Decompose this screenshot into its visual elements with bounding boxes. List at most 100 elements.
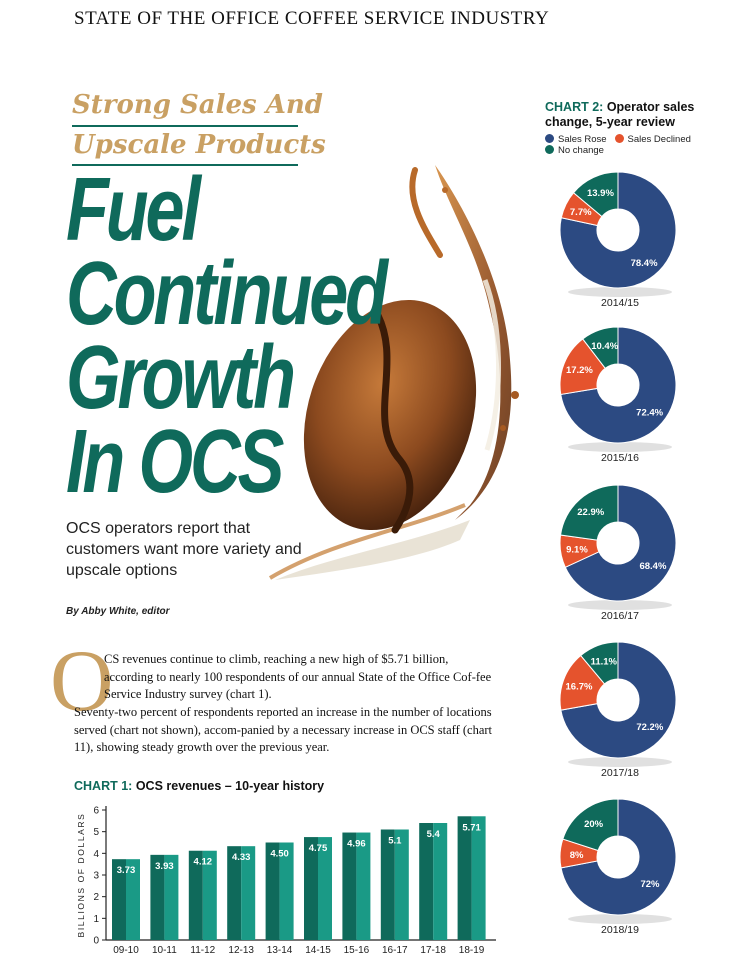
y-tick-label: 1	[93, 914, 99, 925]
y-tick-label: 4	[93, 849, 99, 860]
bar	[380, 829, 409, 940]
donut-shadow	[568, 757, 672, 767]
bar-right-half	[433, 823, 448, 940]
donut-year-label: 2018/19	[601, 924, 639, 936]
donut-slice-label: 8%	[570, 850, 584, 861]
kicker-line-2: Upscale Products	[72, 130, 326, 160]
legend-dot-navy	[545, 134, 554, 143]
donut-chart: 72.2% 16.7% 11.1% 2017/18	[559, 641, 677, 779]
bar-right-half	[279, 842, 294, 940]
donut-chart: 68.4% 9.1% 22.9% 2016/17	[559, 484, 677, 622]
bar-left-half	[150, 854, 165, 940]
bar-value-label: 4.50	[270, 849, 289, 860]
y-axis-label: BILLIONS OF DOLLARS	[76, 813, 86, 938]
x-tick-label: 17-18	[420, 945, 446, 956]
bar	[342, 832, 371, 940]
donut-slice	[560, 326, 677, 444]
drop-cap: O	[50, 633, 114, 730]
donut-shadow	[568, 600, 672, 610]
donut-slice-label: 17.2%	[566, 365, 593, 376]
legend-item-sales-declined: Sales Declined	[614, 134, 691, 145]
headline-line-1: Fuel	[66, 160, 201, 260]
bar-value-label: 5.4	[427, 829, 441, 840]
y-tick-label: 2	[93, 892, 99, 903]
y-tick-label: 5	[93, 827, 99, 838]
donut-year-label: 2014/15	[601, 297, 639, 309]
bar-right-half	[394, 829, 409, 940]
bar	[112, 859, 140, 940]
x-tick-label: 13-14	[267, 945, 293, 956]
headline: Fuel Continued Growth In OCS	[66, 160, 388, 507]
bar-value-label: 5.71	[462, 822, 481, 833]
donut-slice-label: 68.4%	[639, 561, 666, 572]
headline-line-3: Growth	[66, 328, 296, 428]
bar	[419, 823, 448, 940]
bar-value-label: 4.12	[194, 857, 213, 868]
donut-chart: 72% 8% 20% 2018/19	[559, 798, 677, 936]
donut-slice-label: 72.2%	[636, 722, 663, 733]
donut-slice	[559, 484, 619, 541]
y-tick-label: 0	[93, 936, 99, 947]
kicker-line-1: Strong Sales And	[72, 90, 323, 120]
donut-shadow	[568, 287, 672, 297]
donut-slice-label: 72%	[640, 879, 660, 890]
bar-value-label: 4.96	[347, 839, 366, 850]
y-tick-label: 6	[93, 806, 99, 817]
bar-value-label: 5.1	[388, 836, 402, 847]
x-tick-label: 12-13	[228, 945, 254, 956]
chart1-title-text: OCS revenues – 10-year history	[135, 779, 325, 793]
bar-value-label: 3.73	[117, 865, 136, 876]
donut-slice	[562, 798, 619, 852]
chart2-tag: CHART 2:	[545, 100, 604, 114]
x-tick-label: 18-19	[459, 945, 485, 956]
coffee-bean-splash-illustration	[268, 165, 519, 580]
bar-right-half	[471, 816, 486, 940]
y-tick-label: 3	[93, 871, 99, 882]
bar-left-half	[419, 823, 434, 940]
bar-right-half	[241, 846, 256, 940]
donut-chart: 72.4% 17.2% 10.4% 2015/16	[559, 326, 677, 464]
headline-line-2: Continued	[66, 244, 388, 344]
bar-left-half	[304, 837, 318, 940]
x-tick-label: 10-11	[152, 945, 177, 956]
donut-slice	[564, 484, 677, 602]
donut-slice-label: 20%	[584, 819, 604, 830]
bar-left-half	[112, 859, 126, 940]
donut-slice	[582, 326, 619, 370]
body-paragraph-part-1: CS revenues continue to climb, reaching …	[104, 652, 492, 702]
dek: OCS operators report that customers want…	[66, 520, 302, 579]
bar	[227, 846, 256, 940]
x-tick-label: 16-17	[382, 945, 408, 956]
kicker-rule-2	[72, 164, 298, 166]
legend-dot-green	[545, 145, 554, 154]
donut-slice-label: 78.4%	[631, 258, 658, 269]
donut-slice-label: 10.4%	[591, 341, 618, 352]
donut-slice-label: 9.1%	[566, 545, 588, 556]
donut-slice-label: 72.4%	[636, 407, 663, 418]
x-tick-label: 11-12	[190, 945, 215, 956]
bar-left-half	[227, 846, 242, 940]
x-tick-label: 15-16	[344, 945, 370, 956]
bar-right-half	[356, 832, 371, 940]
legend-dot-orange	[614, 134, 624, 143]
kicker-rule-1	[72, 125, 298, 127]
bar-right-half	[202, 850, 217, 940]
bar	[150, 854, 179, 940]
donut-slice	[572, 171, 619, 218]
donut-slice-label: 11.1%	[591, 656, 618, 667]
donut-year-label: 2017/18	[601, 767, 639, 779]
donut-slice	[560, 641, 677, 759]
chart2-legend: Sales Rose Sales Declined No change	[545, 134, 691, 156]
donut-slice	[560, 798, 677, 916]
bar-left-half	[265, 842, 280, 940]
bar-right-half	[126, 859, 140, 940]
bar-value-label: 4.75	[309, 843, 328, 854]
running-head: STATE OF THE OFFICE COFFEE SERVICE INDUS…	[74, 8, 550, 29]
body-paragraph-part-2: Seventy-two percent of respondents repor…	[74, 705, 493, 755]
donut-shadow	[568, 914, 672, 924]
donut-shadow	[568, 442, 672, 452]
bar	[188, 850, 217, 940]
chart1-tag: CHART 1:	[74, 779, 133, 793]
donut-slice-label: 7.7%	[570, 207, 592, 218]
bar-left-half	[188, 850, 203, 940]
